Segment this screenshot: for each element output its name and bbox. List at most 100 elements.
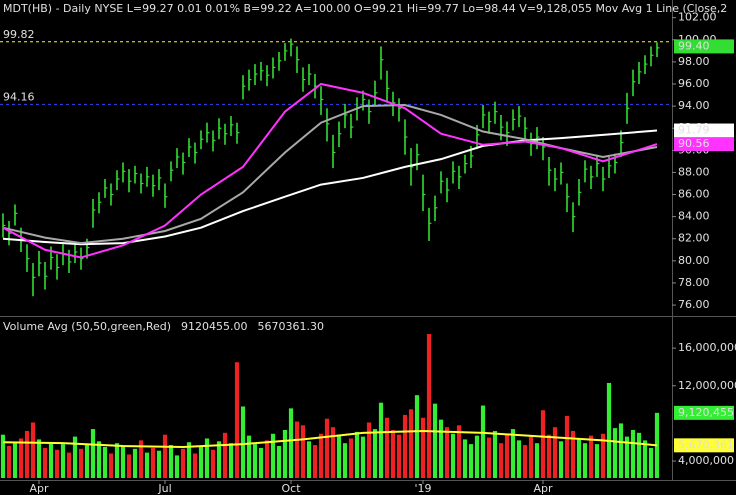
x-tick-label: Apr (29, 482, 49, 495)
volume-bar (54, 449, 60, 478)
volume-bar (144, 452, 150, 478)
value-box-label: 99.40 (678, 39, 710, 52)
volume-bar (132, 448, 138, 478)
volume-bar (366, 422, 372, 478)
value-box (674, 405, 734, 420)
volume-bar (600, 433, 606, 478)
volume-bar (654, 412, 660, 478)
volume-bar (162, 434, 168, 478)
y-tick-label: 82.00 (678, 232, 710, 245)
volume-bar (78, 448, 84, 478)
volume-bar (96, 441, 102, 478)
volume-bar (534, 443, 540, 478)
volume-bar (606, 382, 612, 478)
volume-bar (414, 395, 420, 478)
volume-bar (336, 434, 342, 478)
volume-bar (456, 425, 462, 478)
volume-bar (24, 430, 30, 478)
volume-bar (6, 446, 12, 478)
moving-average (2, 129, 658, 246)
volume-bar (138, 440, 144, 478)
volume-bar (42, 447, 48, 478)
value-box-label: 5,670,361 (678, 438, 734, 451)
volume-bar (294, 421, 300, 478)
volume-bar (582, 443, 588, 478)
volume-bar (306, 441, 312, 478)
volume-bar (342, 443, 348, 478)
volume-bar (372, 429, 378, 478)
volume-bar (216, 441, 222, 478)
volume-bar (618, 423, 624, 478)
moving-average (2, 103, 658, 245)
volume-bar (528, 436, 534, 478)
volume-bar (510, 429, 516, 478)
volume-bar (462, 439, 468, 478)
volume-bar (288, 408, 294, 478)
moving-average (2, 82, 658, 259)
volume-bar (210, 449, 216, 478)
volume-bar (402, 414, 408, 478)
volume-bar (324, 418, 330, 478)
volume-bar (540, 410, 546, 478)
volume-bar (576, 438, 582, 478)
volume-bar (498, 443, 504, 478)
volume-bar (642, 440, 648, 478)
x-tick-label: Oct (281, 482, 301, 495)
volume-header: Volume Avg (50,50,green,Red) (3, 320, 171, 333)
x-tick-label: Jul (157, 482, 171, 495)
volume-bar (480, 405, 486, 478)
value-box (674, 438, 734, 453)
volume-bar (396, 434, 402, 478)
volume-bar (648, 447, 654, 478)
volume-bar (270, 433, 276, 478)
volume-bar (84, 445, 90, 478)
volume-bar (90, 429, 96, 478)
volume-bar (18, 438, 24, 478)
y-tick-label: 16,000,000 (678, 341, 736, 354)
volume-bar (330, 427, 336, 478)
volume-bar (558, 441, 564, 478)
y-tick-label: 98.00 (678, 55, 710, 68)
volume-bar (486, 437, 492, 478)
volume-bar (468, 444, 474, 478)
volume-bar (192, 453, 198, 478)
y-tick-label: 102.00 (678, 11, 717, 24)
volume-bar (264, 440, 270, 478)
volume-bar (354, 431, 360, 478)
x-tick-label: Apr (533, 482, 553, 495)
volume-bar (492, 430, 498, 478)
y-tick-label: 84.00 (678, 210, 710, 223)
volume-header-value: 5670361.30 (258, 320, 324, 333)
y-tick-label: 86.00 (678, 188, 710, 201)
value-box (674, 123, 734, 138)
y-tick-label: 12,000,000 (678, 379, 736, 392)
y-tick-label: 96.00 (678, 77, 710, 90)
volume-bar (120, 446, 126, 478)
volume-bar (60, 444, 66, 478)
volume-bar (252, 444, 258, 478)
y-tick-label: 4,000,000 (678, 454, 734, 467)
volume-bar (198, 446, 204, 478)
volume-bar (552, 427, 558, 478)
volume-bar (282, 430, 288, 478)
volume-bar (504, 434, 510, 478)
value-box-label: 90.56 (678, 137, 710, 150)
volume-bar (240, 406, 246, 478)
volume-bar (594, 444, 600, 478)
volume-bar (450, 433, 456, 478)
volume-bar (114, 443, 120, 478)
volume-bar (204, 438, 210, 478)
volume-bar (384, 417, 390, 478)
volume-bar (66, 452, 72, 478)
volume-bar (12, 443, 18, 478)
volume-bar (102, 446, 108, 478)
volume-bar (126, 454, 132, 478)
volume-bar (222, 432, 228, 478)
volume-bar (312, 445, 318, 478)
volume-bar (564, 415, 570, 478)
volume-bar (228, 443, 234, 478)
y-tick-label: 80.00 (678, 254, 710, 267)
volume-bar (168, 445, 174, 478)
